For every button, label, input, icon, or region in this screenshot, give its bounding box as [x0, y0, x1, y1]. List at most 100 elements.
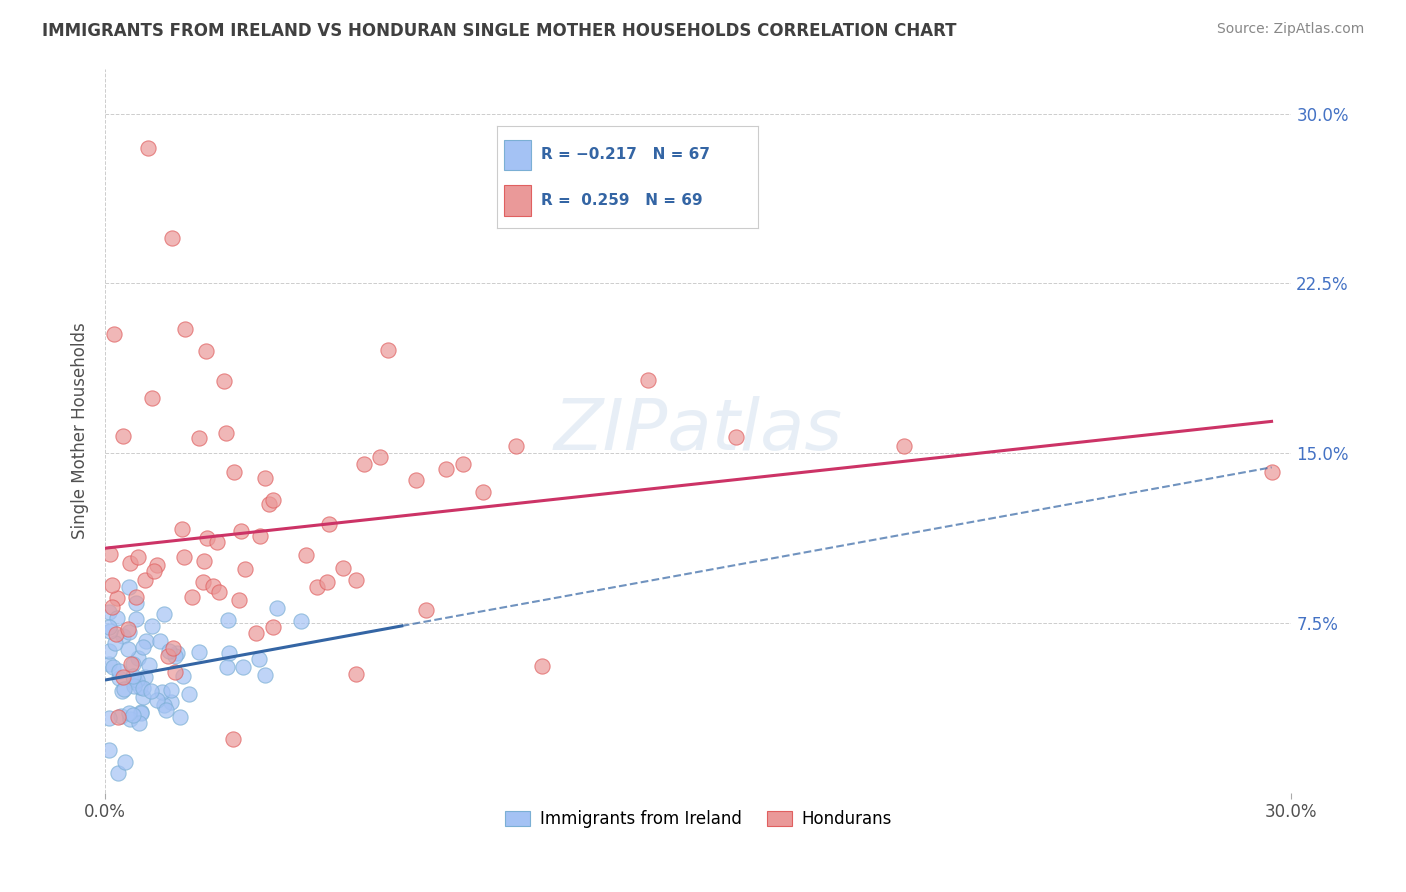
Point — [117, 642, 139, 657]
Point — [146, 693, 169, 707]
Point — [187, 645, 209, 659]
Point — [207, 535, 229, 549]
Point — [101, 660, 124, 674]
Point — [107, 709, 129, 723]
Point — [122, 680, 145, 694]
Point — [173, 549, 195, 564]
Point — [157, 644, 180, 658]
Point — [405, 473, 427, 487]
Point — [725, 430, 748, 444]
Point — [98, 710, 121, 724]
Point — [150, 684, 173, 698]
Point — [125, 612, 148, 626]
Point — [107, 672, 129, 686]
Point — [135, 634, 157, 648]
Point — [120, 657, 142, 671]
Point — [893, 439, 915, 453]
Point — [124, 674, 146, 689]
Point — [112, 670, 135, 684]
Point — [177, 687, 200, 701]
Point — [111, 684, 134, 698]
Point — [127, 549, 149, 564]
Point — [377, 343, 399, 357]
Y-axis label: Single Mother Households: Single Mother Households — [72, 322, 89, 539]
Point — [169, 710, 191, 724]
Point — [451, 457, 474, 471]
Point — [128, 715, 150, 730]
Point — [149, 633, 172, 648]
Point — [218, 614, 240, 628]
Point — [436, 462, 458, 476]
Point — [195, 531, 218, 545]
Point — [155, 703, 177, 717]
Point — [121, 669, 143, 683]
Point — [101, 600, 124, 615]
Point — [344, 667, 367, 681]
Text: Source: ZipAtlas.com: Source: ZipAtlas.com — [1216, 22, 1364, 37]
Point — [262, 492, 284, 507]
Point — [290, 614, 312, 628]
Point — [98, 619, 121, 633]
Point — [172, 669, 194, 683]
Point — [134, 670, 156, 684]
Point — [222, 466, 245, 480]
Point — [134, 574, 156, 588]
Point — [129, 706, 152, 720]
Point — [105, 591, 128, 605]
Point — [118, 580, 141, 594]
Point — [132, 681, 155, 696]
Point — [307, 580, 329, 594]
Point — [228, 593, 250, 607]
Point — [207, 585, 229, 599]
Point — [181, 590, 204, 604]
Point — [145, 558, 167, 572]
Point — [110, 709, 132, 723]
Point — [471, 485, 494, 500]
Point — [122, 657, 145, 671]
Point — [316, 575, 339, 590]
Point — [127, 650, 149, 665]
Point — [98, 743, 121, 757]
Point — [214, 426, 236, 441]
Point — [160, 231, 183, 245]
Point — [318, 516, 340, 531]
Point — [108, 664, 131, 678]
Point — [104, 627, 127, 641]
Point — [98, 624, 121, 639]
Point — [344, 573, 367, 587]
Point — [188, 431, 211, 445]
Point — [1260, 465, 1282, 479]
Point — [212, 374, 235, 388]
Text: ZIPatlas: ZIPatlas — [554, 396, 842, 465]
Point — [125, 590, 148, 604]
Point — [103, 326, 125, 341]
Point — [505, 439, 527, 453]
Point — [159, 682, 181, 697]
Point — [249, 529, 271, 543]
Point — [191, 574, 214, 589]
Point — [368, 450, 391, 464]
Point — [165, 665, 187, 679]
Point — [129, 680, 152, 694]
Point — [254, 668, 277, 682]
Point — [163, 648, 186, 663]
Point — [132, 640, 155, 654]
Point — [117, 622, 139, 636]
Point — [195, 344, 218, 359]
Point — [98, 644, 121, 658]
Point — [111, 629, 134, 643]
Point — [117, 625, 139, 640]
Point — [104, 636, 127, 650]
Point — [118, 706, 141, 720]
Point — [141, 391, 163, 405]
Point — [153, 607, 176, 622]
Point — [111, 429, 134, 443]
Point — [125, 673, 148, 687]
Point — [232, 659, 254, 673]
Point — [247, 651, 270, 665]
Point — [218, 647, 240, 661]
Point — [262, 620, 284, 634]
Point — [332, 561, 354, 575]
Legend: Immigrants from Ireland, Hondurans: Immigrants from Ireland, Hondurans — [498, 804, 898, 835]
Point — [136, 141, 159, 155]
